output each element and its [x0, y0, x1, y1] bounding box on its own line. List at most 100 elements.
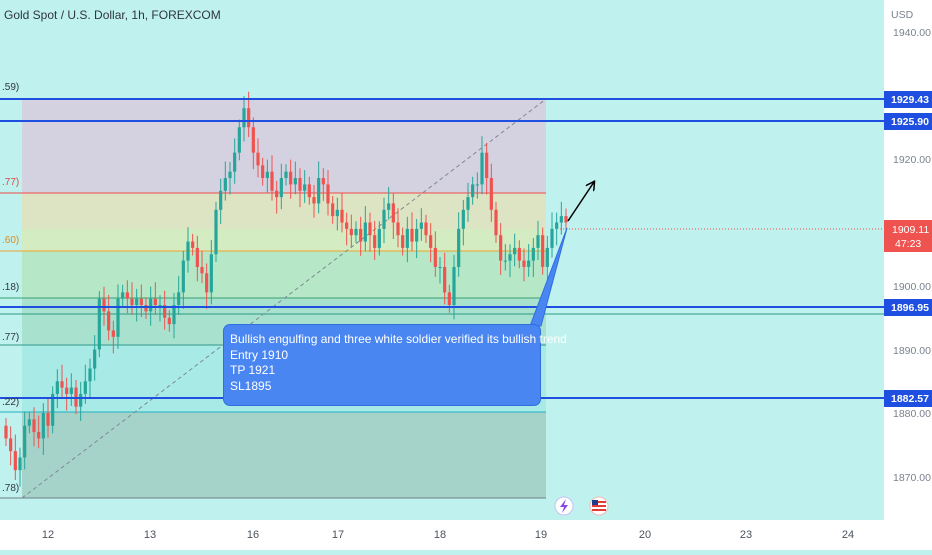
- candle-down: [359, 228, 363, 242]
- candle-up: [475, 184, 479, 186]
- lightning-icon[interactable]: [554, 496, 574, 516]
- price-tick: 1920.00: [893, 154, 931, 166]
- time-tick: 18: [434, 529, 446, 541]
- candle-up: [228, 171, 232, 179]
- candle-down: [485, 152, 489, 179]
- price-axis[interactable]: [884, 0, 932, 550]
- candle-down: [261, 165, 265, 179]
- fib-zone: [22, 229, 546, 251]
- candle-down: [517, 247, 521, 261]
- candle-down: [326, 184, 330, 204]
- candle-down: [424, 222, 428, 236]
- candle-down: [494, 209, 498, 236]
- candle-down: [205, 273, 209, 293]
- level-price-label: 1925.90: [891, 116, 929, 128]
- candle-down: [401, 235, 405, 248]
- candle-down: [522, 260, 526, 267]
- candle-down: [65, 387, 69, 394]
- candle-down: [410, 228, 414, 242]
- candle-down: [564, 216, 568, 223]
- time-axis[interactable]: [0, 520, 932, 550]
- fib-label: .77): [2, 332, 19, 343]
- candle-up: [18, 457, 22, 471]
- candle-up: [135, 298, 139, 306]
- candle-up: [79, 393, 83, 407]
- candle-up: [466, 197, 470, 210]
- fib-zone: [22, 251, 546, 298]
- candle-down: [200, 266, 204, 274]
- candle-up: [550, 228, 554, 248]
- time-tick: 17: [332, 529, 344, 541]
- candle-down: [60, 381, 64, 388]
- candle-down: [111, 330, 115, 337]
- candle-down: [340, 209, 344, 223]
- candle-down: [373, 235, 377, 248]
- candle-up: [27, 419, 31, 426]
- candle-up: [377, 228, 381, 248]
- fib-label: .18): [2, 282, 19, 293]
- price-axis-unit: USD: [891, 9, 914, 21]
- price-tick: 1900.00: [893, 281, 931, 293]
- candle-down: [345, 222, 349, 229]
- fib-label: .77): [2, 177, 19, 188]
- candle-up: [303, 184, 307, 191]
- candle-down: [191, 241, 195, 248]
- candle-up: [387, 203, 391, 210]
- candle-up: [382, 209, 386, 229]
- fib-label: .78): [2, 483, 19, 494]
- fib-trend-line: [21, 98, 547, 499]
- candle-up: [51, 393, 55, 426]
- candle-down: [4, 425, 8, 439]
- candle-down: [270, 171, 274, 191]
- level-price-tag: [884, 91, 932, 108]
- candle-down: [433, 247, 437, 267]
- candle-down: [331, 203, 335, 217]
- candle-down: [125, 292, 129, 299]
- level-price-tag: [884, 390, 932, 407]
- candle-up: [83, 381, 87, 394]
- callout-stop-loss: SL1895: [230, 378, 272, 393]
- candle-up: [172, 305, 176, 325]
- candle-up: [23, 425, 27, 458]
- candle-up: [335, 209, 339, 217]
- candle-up: [536, 235, 540, 248]
- candle-up: [242, 108, 246, 128]
- candle-down: [289, 171, 293, 185]
- candle-up: [461, 209, 465, 229]
- time-tick: 20: [639, 529, 651, 541]
- price-tick: 1890.00: [893, 345, 931, 357]
- candle-up: [457, 228, 461, 267]
- arrow-up-right-icon[interactable]: [567, 182, 594, 222]
- price-tick: 1940.00: [893, 27, 931, 39]
- candle-up: [354, 228, 358, 236]
- candle-up: [41, 413, 45, 439]
- candle-down: [13, 451, 17, 471]
- candle-up: [93, 349, 97, 369]
- callout-entry: Entry 1910: [230, 347, 289, 362]
- candle-up: [438, 266, 442, 268]
- level-price-tag: [884, 299, 932, 316]
- candle-up: [293, 178, 297, 185]
- fib-zone: [22, 99, 546, 193]
- us-flag-icon[interactable]: [589, 496, 609, 516]
- candle-up: [527, 260, 531, 267]
- current-price-tag: [884, 220, 932, 252]
- candle-up: [531, 247, 535, 261]
- fib-label: .59): [2, 82, 19, 93]
- candle-up: [219, 190, 223, 210]
- price-tick: 1870.00: [893, 472, 931, 484]
- candle-up: [177, 292, 181, 306]
- candle-down: [429, 235, 433, 248]
- candle-down: [102, 298, 106, 312]
- candle-up: [317, 178, 321, 204]
- candle-up: [471, 184, 475, 198]
- fib-retracement[interactable]: [0, 98, 884, 499]
- candle-up: [284, 171, 288, 179]
- price-tick: 1880.00: [893, 408, 931, 420]
- candle-up: [452, 266, 456, 306]
- analysis-callout[interactable]: Bullish engulfing and three white soldie…: [223, 324, 567, 406]
- candle-down: [298, 178, 302, 191]
- candle-down: [447, 292, 451, 306]
